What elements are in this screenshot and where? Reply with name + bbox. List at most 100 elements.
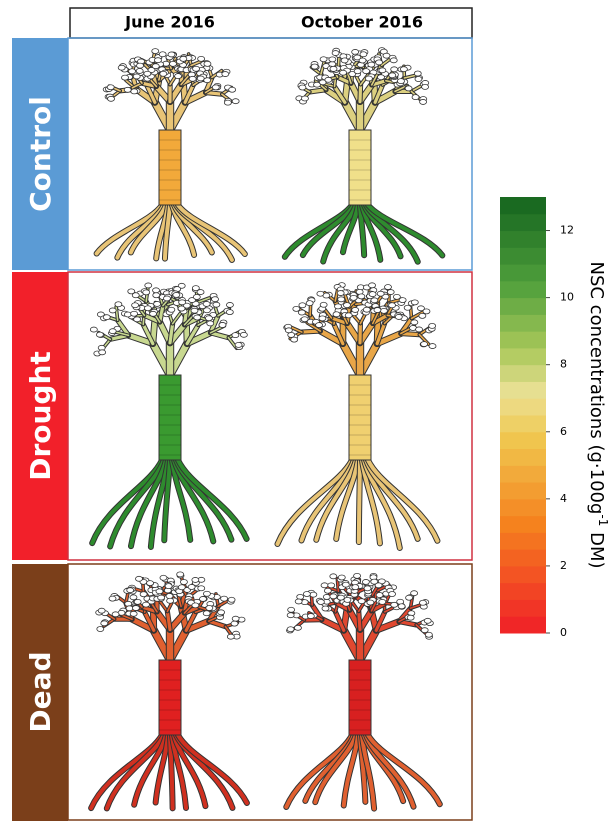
leaf bbox=[357, 293, 366, 300]
root bbox=[313, 733, 358, 805]
leaf bbox=[197, 585, 206, 592]
leaf bbox=[316, 290, 325, 297]
leaf bbox=[373, 307, 382, 313]
leaf bbox=[413, 70, 422, 77]
branch bbox=[185, 323, 200, 346]
panel-border bbox=[67, 37, 473, 271]
leaf bbox=[390, 66, 399, 73]
colorbar-band bbox=[500, 465, 546, 483]
colorbar-band bbox=[500, 247, 546, 265]
branch bbox=[403, 74, 417, 79]
leaf bbox=[108, 307, 117, 314]
branch bbox=[167, 610, 187, 632]
leaf bbox=[169, 60, 177, 67]
leaf bbox=[202, 610, 211, 617]
leaf bbox=[132, 605, 140, 611]
colorbar-band bbox=[500, 549, 546, 567]
leaf bbox=[125, 605, 134, 612]
trunk bbox=[158, 659, 182, 736]
colorbar-tick-label: 2 bbox=[560, 559, 567, 572]
leaf bbox=[89, 326, 98, 333]
leaf bbox=[174, 73, 182, 80]
branch bbox=[308, 88, 328, 94]
leaf bbox=[415, 326, 423, 333]
root bbox=[89, 733, 164, 811]
colorbar-band bbox=[500, 331, 546, 349]
leaf bbox=[139, 591, 148, 598]
leaf bbox=[340, 57, 349, 64]
leaf bbox=[205, 605, 214, 611]
leaf bbox=[377, 74, 385, 81]
leaf bbox=[378, 598, 387, 605]
leaf bbox=[133, 316, 142, 323]
root bbox=[366, 458, 440, 543]
root bbox=[108, 458, 166, 549]
leaf bbox=[382, 52, 391, 59]
leaf bbox=[388, 591, 396, 597]
leaf bbox=[111, 611, 120, 618]
branch bbox=[208, 314, 220, 335]
leaf bbox=[351, 307, 360, 313]
colorbar-band bbox=[500, 314, 546, 332]
tree bbox=[88, 571, 250, 812]
leaf bbox=[321, 605, 330, 612]
leaf bbox=[341, 581, 350, 588]
leaf bbox=[100, 620, 109, 627]
leaf bbox=[221, 71, 230, 77]
leaf bbox=[319, 301, 328, 308]
leaf bbox=[205, 315, 213, 322]
panel-border bbox=[67, 563, 473, 821]
leaf bbox=[421, 83, 429, 90]
root bbox=[334, 458, 360, 541]
leaf bbox=[96, 331, 104, 338]
leaf bbox=[353, 572, 361, 579]
leaf bbox=[97, 607, 106, 614]
leaf bbox=[343, 302, 351, 309]
leaf bbox=[362, 306, 371, 313]
leaf bbox=[332, 311, 341, 318]
colorbar-band bbox=[500, 364, 546, 382]
branch bbox=[208, 331, 231, 340]
colorbar-band bbox=[500, 264, 546, 282]
leaf bbox=[319, 56, 328, 63]
root bbox=[176, 733, 249, 805]
leaf bbox=[357, 598, 366, 605]
leaf bbox=[353, 68, 362, 75]
leaf bbox=[234, 342, 243, 348]
leaf bbox=[180, 579, 188, 585]
column-header: June 2016 bbox=[124, 13, 215, 32]
leaf bbox=[203, 60, 212, 67]
leaf bbox=[159, 70, 168, 77]
leaf bbox=[121, 74, 129, 81]
root bbox=[128, 203, 168, 255]
leaf bbox=[142, 289, 151, 296]
leaf bbox=[310, 63, 319, 70]
trunk bbox=[348, 374, 372, 461]
leaf bbox=[370, 297, 379, 304]
leaf bbox=[367, 61, 376, 68]
branch bbox=[346, 70, 352, 85]
leaf bbox=[343, 597, 352, 603]
root bbox=[132, 733, 168, 807]
leaf bbox=[318, 315, 327, 322]
leaf bbox=[298, 302, 307, 309]
trunk bbox=[348, 659, 372, 736]
leaf bbox=[106, 84, 115, 91]
label-text: NSC concentrations (g·100g bbox=[586, 261, 607, 514]
leaf bbox=[191, 602, 200, 609]
leaf bbox=[410, 590, 419, 597]
leaf bbox=[102, 314, 111, 321]
leaf bbox=[428, 322, 437, 329]
branch bbox=[358, 82, 363, 104]
leaf bbox=[142, 601, 150, 608]
tree bbox=[274, 282, 441, 551]
leaf bbox=[131, 292, 140, 299]
root bbox=[128, 458, 168, 549]
leaf bbox=[359, 51, 368, 58]
leaf bbox=[384, 284, 392, 290]
leaf bbox=[417, 305, 425, 312]
leaf bbox=[159, 574, 168, 581]
root bbox=[356, 458, 362, 545]
branch bbox=[165, 609, 172, 632]
branch bbox=[397, 620, 418, 627]
